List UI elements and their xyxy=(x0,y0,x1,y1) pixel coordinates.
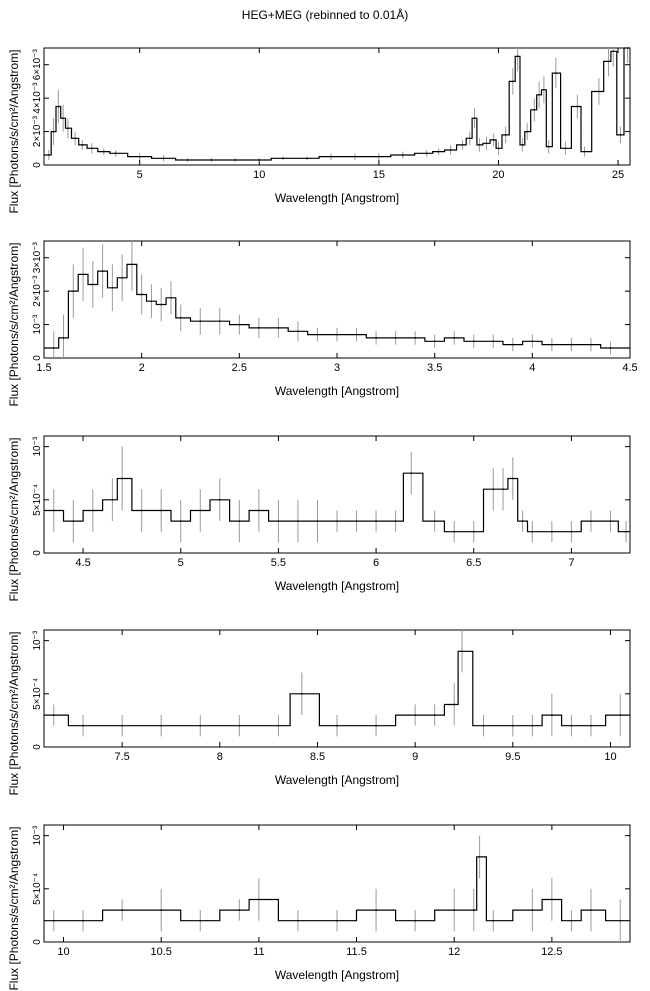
spectrum-line-1 xyxy=(44,856,630,922)
x-tick-label: 5.5 xyxy=(271,557,286,569)
plot-frame xyxy=(43,824,631,943)
y-tick-label: 0 xyxy=(32,744,43,750)
spectrum-line-1 xyxy=(44,47,630,161)
y-tick-label: 5×10⁻⁴ xyxy=(32,873,43,905)
y-tick-label: 0 xyxy=(32,939,43,945)
x-tick-label: 12.5 xyxy=(541,946,562,958)
x-axis-label: Wavelength [Angstrom] xyxy=(275,968,399,982)
x-tick-label: 3.5 xyxy=(427,362,442,374)
x-tick-label: 5 xyxy=(137,169,143,181)
x-axis-label: Wavelength [Angstrom] xyxy=(275,384,399,398)
chart-panel-2: 1.5 2 2.5 3 3.5 4 4.5 0 10⁻³ 2×10⁻³ 3×10⁻³ Waveleng… xyxy=(7,240,638,407)
figure-title: HEG+MEG (rebinned to 0.01Å) xyxy=(241,8,409,22)
y-tick-label: 2×10⁻³ xyxy=(32,115,43,147)
y-axis-label: Flux [Photons/s/cm²/Angstrom] xyxy=(7,242,21,406)
x-tick-label: 9.5 xyxy=(505,751,520,763)
x-tick-label: 20 xyxy=(492,169,504,181)
y-tick-label: 0 xyxy=(32,355,43,361)
x-tick-label: 2.5 xyxy=(232,362,247,374)
plot-frame xyxy=(43,435,631,554)
y-tick-label: 0 xyxy=(32,162,43,168)
x-tick-label: 12 xyxy=(448,946,460,958)
y-tick-label: 10⁻³ xyxy=(32,314,43,334)
x-axis-label: Wavelength [Angstrom] xyxy=(275,773,399,787)
x-tick-label: 11.5 xyxy=(346,946,367,958)
spectrum-line-1 xyxy=(44,472,630,533)
chart-panel-4: 7.5 8 8.5 9 9.5 10 0 5×10⁻⁴ 10⁻³ Wavelength [Angs… xyxy=(7,629,631,796)
x-tick-label: 6.5 xyxy=(466,557,481,569)
y-axis-label: Flux [Photons/s/cm²/Angstrom] xyxy=(7,826,21,990)
x-tick-label: 25 xyxy=(612,169,624,181)
x-tick-label: 11 xyxy=(253,946,264,958)
y-axis-label: Flux [Photons/s/cm²/Angstrom] xyxy=(7,631,21,795)
chart-panel-5: 10 10.5 11 11.5 12 12.5 0 5×10⁻⁴ 10⁻³ Wavelength … xyxy=(7,824,631,991)
y-tick-label: 4×10⁻³ xyxy=(32,82,43,114)
x-axis-label: Wavelength [Angstrom] xyxy=(275,579,399,593)
x-tick-label: 10 xyxy=(253,169,265,181)
x-tick-label: 2 xyxy=(139,362,145,374)
y-tick-label: 10⁻³ xyxy=(32,825,43,845)
x-axis-label: Wavelength [Angstrom] xyxy=(275,191,399,205)
x-tick-label: 10 xyxy=(57,946,69,958)
x-tick-label: 4 xyxy=(529,362,535,374)
y-tick-label: 5×10⁻⁴ xyxy=(32,484,43,516)
x-tick-label: 4.5 xyxy=(75,557,90,569)
y-tick-label: 10⁻³ xyxy=(32,436,43,456)
y-tick-label: 5×10⁻⁴ xyxy=(32,678,43,710)
y-tick-label: 3×10⁻³ xyxy=(32,241,43,273)
y-axis-label: Flux [Photons/s/cm²/Angstrom] xyxy=(7,49,21,213)
x-tick-label: 9 xyxy=(412,751,418,763)
x-tick-label: 15 xyxy=(373,169,385,181)
chart-panel-1: 5 10 15 20 25 0 2×10⁻³4×10⁻³ 6×10⁻³ Wavelength [… xyxy=(7,47,631,214)
y-tick-label: 6×10⁻³ xyxy=(32,48,43,80)
x-tick-label: 10 xyxy=(604,751,616,763)
chart-panel-3: 4.5 5 5.5 6 6.5 7 0 5×10⁻⁴ 10⁻³ Wavelength [Angst… xyxy=(7,435,631,602)
y-axis-label: Flux [Photons/s/cm²/Angstrom] xyxy=(7,437,21,601)
x-tick-label: 6 xyxy=(373,557,379,569)
x-tick-label: 5 xyxy=(178,557,184,569)
x-tick-label: 3 xyxy=(334,362,340,374)
x-tick-label: 8.5 xyxy=(310,751,325,763)
x-tick-label: 10.5 xyxy=(150,946,171,958)
x-tick-label: 7 xyxy=(568,557,574,569)
plot-frame xyxy=(43,47,631,166)
x-tick-label: 4.5 xyxy=(622,362,637,374)
x-tick-label: 1.5 xyxy=(36,362,51,374)
y-tick-label: 2×10⁻³ xyxy=(32,275,43,307)
plot-frame xyxy=(43,629,631,748)
y-tick-label: 0 xyxy=(32,550,43,556)
x-tick-label: 7.5 xyxy=(114,751,129,763)
x-tick-label: 8 xyxy=(217,751,223,763)
y-tick-label: 10⁻³ xyxy=(32,630,43,650)
spectrum-line-1 xyxy=(44,263,630,349)
spectrum-line-1 xyxy=(44,650,630,727)
